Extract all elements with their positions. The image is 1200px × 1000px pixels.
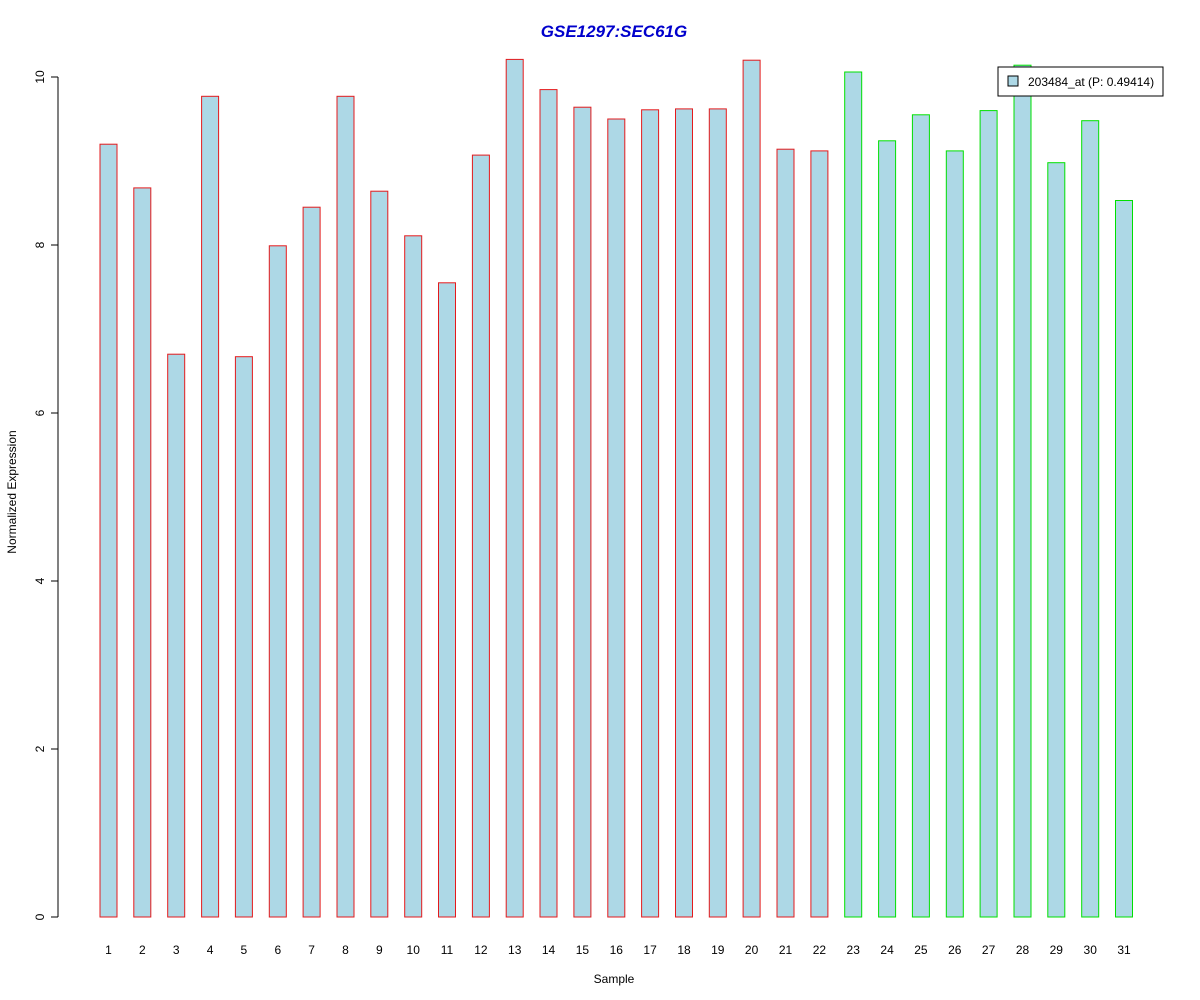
x-tick-label: 28 (1016, 943, 1030, 957)
x-tick-label: 21 (779, 943, 793, 957)
y-tick-label: 0 (33, 913, 47, 920)
chart-title: GSE1297:SEC61G (541, 22, 687, 41)
bar-sample-6 (268, 245, 287, 918)
bar-sample-31 (1115, 200, 1133, 918)
x-tick-label: 27 (982, 943, 996, 957)
x-tick-label: 31 (1117, 943, 1131, 957)
bar-sample-4 (201, 95, 220, 918)
legend-swatch (1007, 75, 1019, 87)
bar-sample-2 (133, 187, 152, 918)
bar-sample-25 (911, 114, 930, 918)
x-tick-label: 7 (308, 943, 315, 957)
x-tick-label: 9 (376, 943, 383, 957)
y-axis: 0 2 4 6 8 10 (33, 70, 59, 920)
x-tick-labels: 1 2 3 4 5 6 7 8 9 10 11 12 13 14 15 16 17 18 19 20 21 22 23 24 2… (105, 943, 1131, 957)
y-axis-label: Normalized Expression (5, 430, 19, 553)
x-tick-label: 6 (274, 943, 281, 957)
x-tick-label: 26 (948, 943, 962, 957)
bar-sample-13 (505, 58, 524, 918)
bar-sample-30 (1081, 120, 1100, 918)
x-tick-label: 12 (474, 943, 488, 957)
x-tick-label: 19 (711, 943, 725, 957)
bar-sample-18 (675, 108, 693, 918)
legend: 203484_at (P: 0.49414) (997, 66, 1164, 97)
bar-sample-17 (641, 109, 660, 918)
y-tick-label: 8 (33, 241, 47, 248)
x-axis-label: Sample (594, 972, 635, 986)
y-tick-label: 10 (33, 70, 47, 84)
x-tick-label: 4 (207, 943, 214, 957)
legend-box (997, 66, 1164, 97)
x-tick-label: 13 (508, 943, 522, 957)
bar-sample-22 (810, 150, 829, 918)
y-tick-label: 2 (33, 745, 47, 752)
x-tick-label: 29 (1050, 943, 1064, 957)
x-tick-label: 5 (241, 943, 248, 957)
bar-sample-8 (336, 95, 355, 918)
x-tick-label: 3 (173, 943, 180, 957)
bar-sample-15 (573, 106, 592, 918)
x-tick-label: 30 (1084, 943, 1098, 957)
x-tick-label: 24 (880, 943, 894, 957)
bar-sample-28 (1013, 64, 1032, 918)
x-tick-label: 10 (407, 943, 421, 957)
bar-sample-27 (979, 110, 998, 918)
x-tick-label: 15 (576, 943, 590, 957)
x-tick-label: 18 (677, 943, 691, 957)
bar-sample-23 (844, 71, 863, 918)
x-tick-label: 20 (745, 943, 759, 957)
bar-sample-24 (878, 140, 897, 918)
x-tick-label: 22 (813, 943, 827, 957)
x-tick-label: 25 (914, 943, 928, 957)
bars-group (99, 58, 1133, 918)
x-tick-label: 8 (342, 943, 349, 957)
x-tick-label: 23 (847, 943, 861, 957)
bar-sample-10 (404, 235, 423, 918)
bar-sample-1 (99, 143, 118, 918)
y-tick-label: 6 (33, 409, 47, 416)
bar-sample-20 (742, 59, 761, 918)
bar-sample-3 (167, 353, 186, 918)
bar-sample-14 (539, 89, 558, 918)
bar-sample-5 (234, 356, 253, 918)
legend-label: 203484_at (P: 0.49414) (1028, 75, 1154, 89)
bar-sample-16 (607, 118, 626, 918)
bar-sample-26 (945, 150, 964, 918)
bar-sample-7 (302, 206, 321, 918)
x-tick-label: 11 (441, 943, 454, 957)
x-tick-label: 14 (542, 943, 556, 957)
bar-sample-19 (708, 108, 727, 918)
bar-sample-9 (370, 190, 389, 918)
x-tick-label: 17 (643, 943, 657, 957)
bar-sample-11 (438, 282, 456, 918)
y-tick-label: 4 (33, 577, 47, 584)
x-tick-label: 2 (139, 943, 146, 957)
x-tick-label: 1 (105, 943, 112, 957)
bar-sample-29 (1047, 162, 1066, 918)
bar-sample-12 (471, 154, 490, 918)
bar-sample-21 (776, 148, 795, 918)
x-tick-label: 16 (610, 943, 624, 957)
